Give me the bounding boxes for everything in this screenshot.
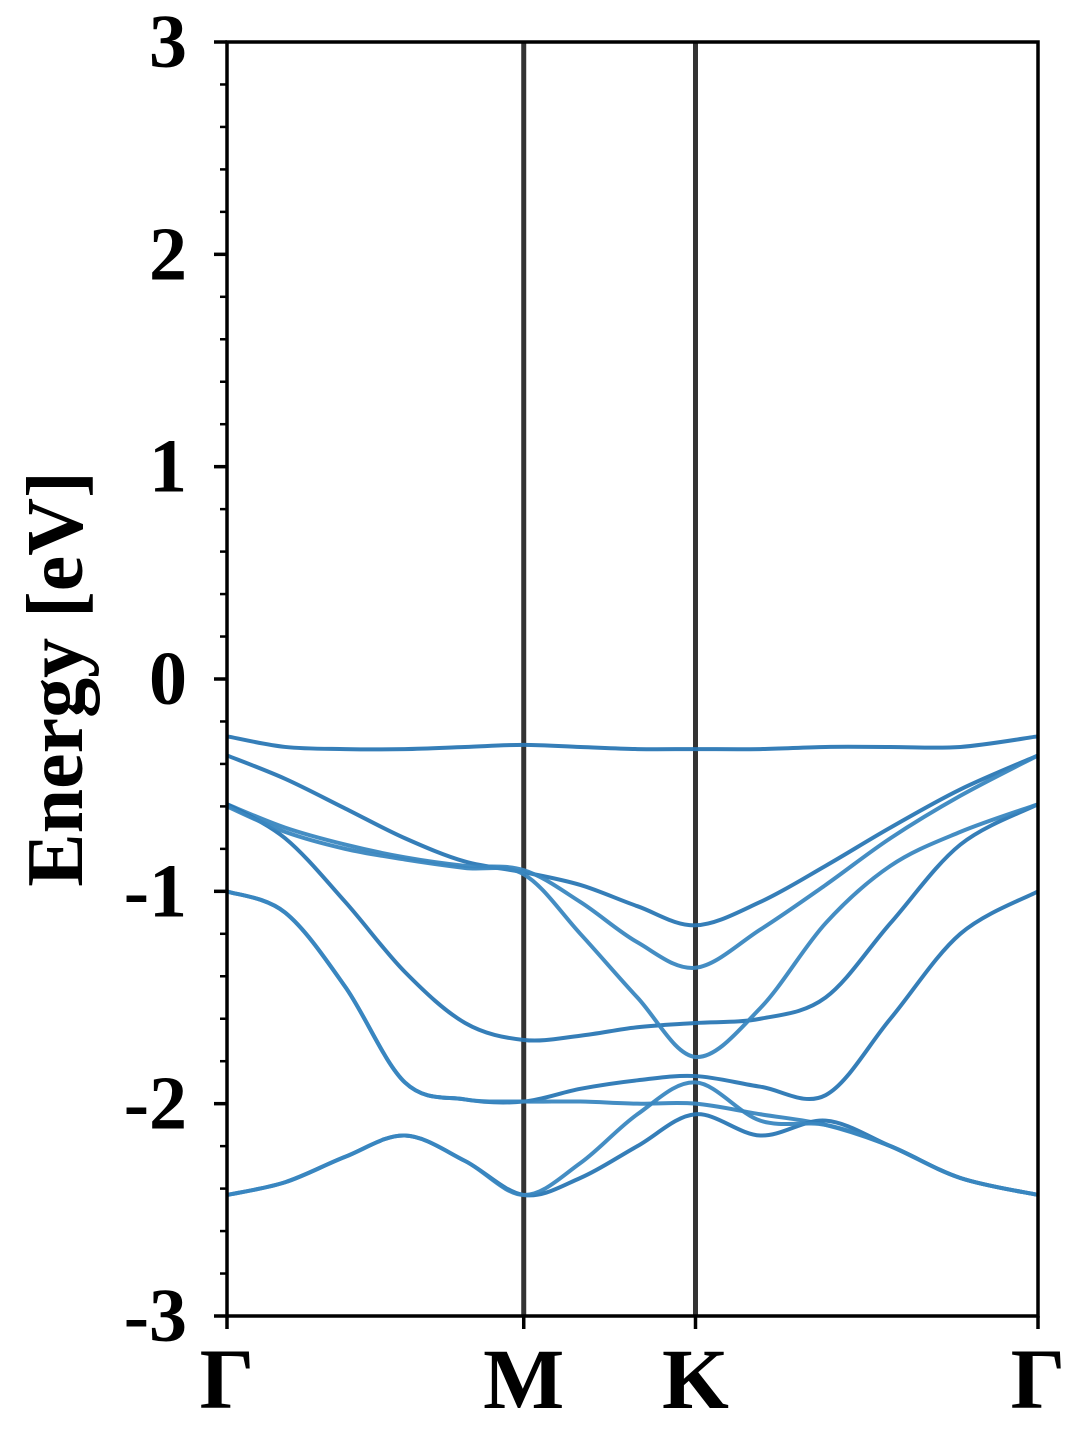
x-tick-label: Γ xyxy=(1011,1331,1066,1427)
band-line xyxy=(226,753,1039,970)
band-line xyxy=(226,802,1039,1059)
x-tick-label: M xyxy=(483,1331,564,1427)
plot-frame xyxy=(225,40,1040,1318)
band-line xyxy=(226,889,1039,1105)
y-axis-label: Energy [eV] xyxy=(12,471,100,886)
y-tick-label: -2 xyxy=(124,1062,187,1146)
band-line xyxy=(226,753,1039,928)
y-tick-label: 1 xyxy=(149,425,187,509)
y-tick-label: 3 xyxy=(149,0,187,84)
band-line xyxy=(225,802,1039,1043)
y-tick-label: -1 xyxy=(124,849,187,933)
y-tick-label: 2 xyxy=(149,212,187,296)
x-tick-label: K xyxy=(662,1331,729,1427)
band-line xyxy=(226,1080,1039,1197)
y-tick-label: -3 xyxy=(124,1274,187,1358)
y-tick-label: 0 xyxy=(149,637,187,721)
band-line xyxy=(226,734,1039,752)
x-tick-label: Γ xyxy=(200,1331,255,1427)
